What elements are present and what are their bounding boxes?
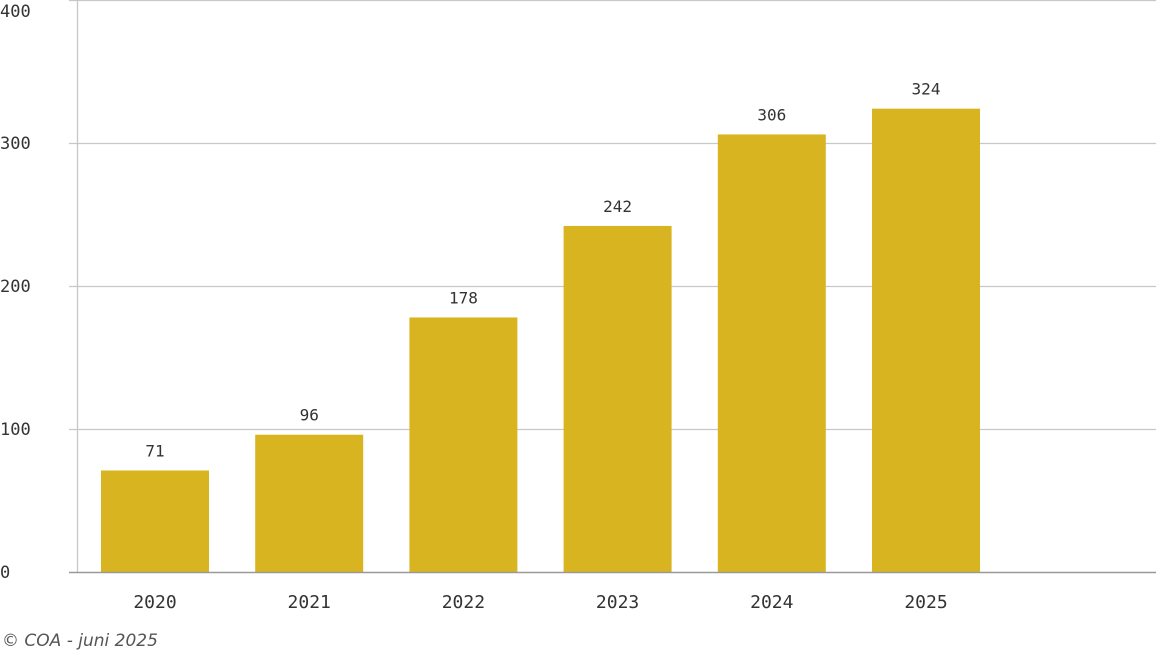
y-tick-label: 200 bbox=[0, 277, 31, 297]
y-tick-label: 100 bbox=[0, 420, 31, 440]
x-tick-label: 2024 bbox=[750, 592, 793, 613]
value-label: 242 bbox=[603, 197, 632, 216]
bar-2024 bbox=[717, 134, 826, 573]
x-tick-label: 2020 bbox=[133, 592, 176, 613]
axes bbox=[69, 0, 1156, 574]
x-tick-label: 2022 bbox=[442, 592, 485, 613]
value-label: 306 bbox=[757, 105, 786, 124]
bar-2023 bbox=[563, 225, 672, 572]
x-tick-label: 2023 bbox=[596, 592, 639, 613]
x-tick-label: 2025 bbox=[904, 592, 947, 613]
bars bbox=[101, 108, 980, 573]
value-label: 96 bbox=[300, 406, 319, 425]
value-label: 178 bbox=[449, 288, 478, 307]
value-label: 324 bbox=[912, 80, 941, 99]
bar-2025 bbox=[872, 108, 980, 573]
bar-2020 bbox=[101, 470, 209, 572]
labels: 0 100 200 300 400 71 2020 96 2021 178 2022 242 2023 3… bbox=[0, 2, 948, 613]
y-tick-label: 300 bbox=[0, 134, 31, 154]
bar-2021 bbox=[255, 434, 364, 572]
x-tick-label: 2021 bbox=[288, 592, 331, 613]
value-label: 71 bbox=[145, 441, 164, 460]
bar-2022 bbox=[409, 317, 518, 572]
y-tick-label: 400 bbox=[0, 2, 31, 22]
y-tick-label: 0 bbox=[0, 563, 10, 583]
credit-text: © COA - juni 2025 bbox=[2, 631, 158, 651]
